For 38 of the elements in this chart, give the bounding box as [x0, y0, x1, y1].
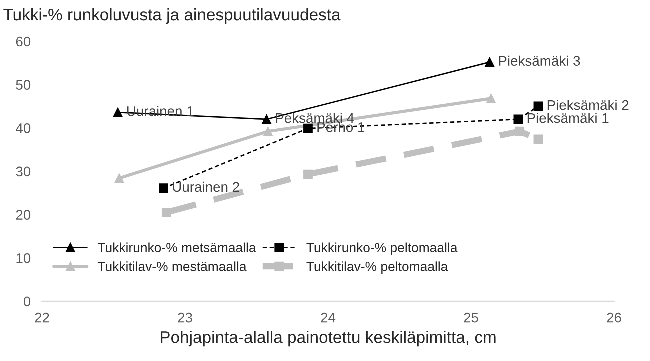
point	[534, 102, 544, 112]
point	[162, 208, 172, 218]
annotation: Pieksämäki 2	[548, 100, 629, 110]
y-tick-label: 40	[16, 123, 31, 134]
y-tick-label: 60	[16, 36, 31, 47]
point	[159, 184, 168, 194]
point	[264, 126, 273, 136]
x-tick-label: 25	[464, 312, 478, 323]
y-tick-label: 0	[24, 296, 31, 307]
y-tick-label: 50	[16, 80, 31, 90]
point	[114, 174, 124, 184]
legend-label: Tukkitilav-% mestämaalla	[98, 262, 247, 272]
point	[486, 94, 496, 104]
point	[485, 58, 495, 67]
legend-label: Tukkirunko-% peltomaalla	[306, 242, 458, 256]
x-tick-label: 24	[321, 312, 336, 323]
chart-title: Tukki-% runkoluvusta ja ainespuutilavuudesta	[4, 8, 341, 24]
legend-label: Tukkitilav-% peltomaalla	[306, 262, 448, 274]
annotation: Uurainen 1	[127, 106, 194, 116]
point	[262, 114, 272, 124]
x-axis-title: Pohjapinta-alalla painotettu keskiläpimitta, cm	[161, 331, 496, 347]
legend-label: Tukkirunko-% metsämaalla	[98, 242, 256, 252]
x-tick-label: 23	[178, 312, 192, 323]
annotation: Pieksämäki 3	[499, 56, 580, 66]
y-tick-label: 20	[16, 210, 31, 220]
point	[515, 126, 525, 136]
annotation: Pieksämäki 1	[528, 113, 609, 124]
point	[113, 108, 123, 118]
point	[534, 134, 544, 144]
annotation: Peksämäki 4	[276, 113, 354, 124]
y-tick-label: 30	[16, 166, 31, 177]
point	[514, 114, 524, 124]
annotation: Uurainen 2	[173, 182, 240, 192]
point	[304, 170, 313, 180]
point	[304, 124, 313, 134]
y-tick-label: 10	[16, 253, 31, 264]
x-tick-label: 26	[607, 312, 622, 323]
x-tick-label: 22	[35, 312, 50, 323]
